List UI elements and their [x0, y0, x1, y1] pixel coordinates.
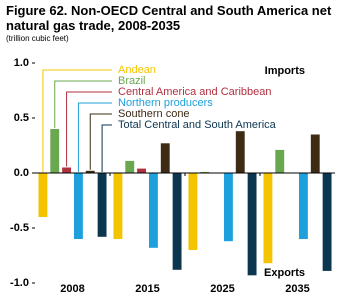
x-tick-label: 2025: [210, 283, 234, 295]
bar: [275, 149, 285, 173]
bar: [200, 171, 210, 173]
bar: [247, 173, 257, 276]
bar: [137, 168, 147, 173]
bar: [113, 173, 123, 239]
bar: [38, 173, 48, 217]
bar: [223, 173, 233, 242]
bar: [263, 173, 273, 264]
bar: [73, 173, 83, 239]
bar: [188, 173, 198, 250]
chart-subtitle: (trillion cubic feet): [6, 34, 69, 43]
x-tick-label: 2008: [60, 283, 84, 295]
legend-label: Northern producers: [118, 97, 213, 109]
annotation: Imports: [265, 65, 305, 77]
legend-leader: [101, 124, 112, 172]
bar: [148, 173, 158, 248]
bar: [298, 173, 308, 239]
chart-title: Figure 62. Non-OECD Central and South Am…: [6, 3, 332, 33]
x-tick-label: 2035: [285, 283, 309, 295]
bar: [97, 173, 107, 237]
y-tick-label: 1.0: [14, 57, 29, 69]
bar: [125, 160, 135, 173]
y-tick-label: -0.5: [10, 222, 29, 234]
annotation: Exports: [264, 267, 305, 279]
bar: [322, 173, 332, 271]
y-tick-label: 0.5: [14, 112, 29, 124]
bar: [310, 134, 320, 173]
legend-label: Southern cone: [118, 108, 190, 120]
legend-leader: [66, 91, 112, 167]
legend-label: Andean: [118, 64, 156, 76]
legend-leader: [89, 113, 112, 170]
bar: [235, 131, 245, 173]
legend-leader: [77, 102, 112, 172]
x-tick-label: 2015: [135, 283, 159, 295]
bar: [62, 167, 72, 173]
legend-label: Total Central and South America: [118, 119, 277, 131]
bar: [160, 143, 170, 173]
legend-leader: [54, 80, 112, 128]
legend-leader: [42, 69, 112, 172]
legend-label: Brazil: [118, 75, 146, 87]
legend-label: Central America and Caribbean: [118, 86, 271, 98]
y-tick-label: 0.0: [14, 167, 29, 179]
bar: [172, 173, 182, 270]
bar: [85, 170, 95, 173]
bar: [50, 129, 60, 173]
y-tick-label: -1.0: [10, 277, 29, 289]
